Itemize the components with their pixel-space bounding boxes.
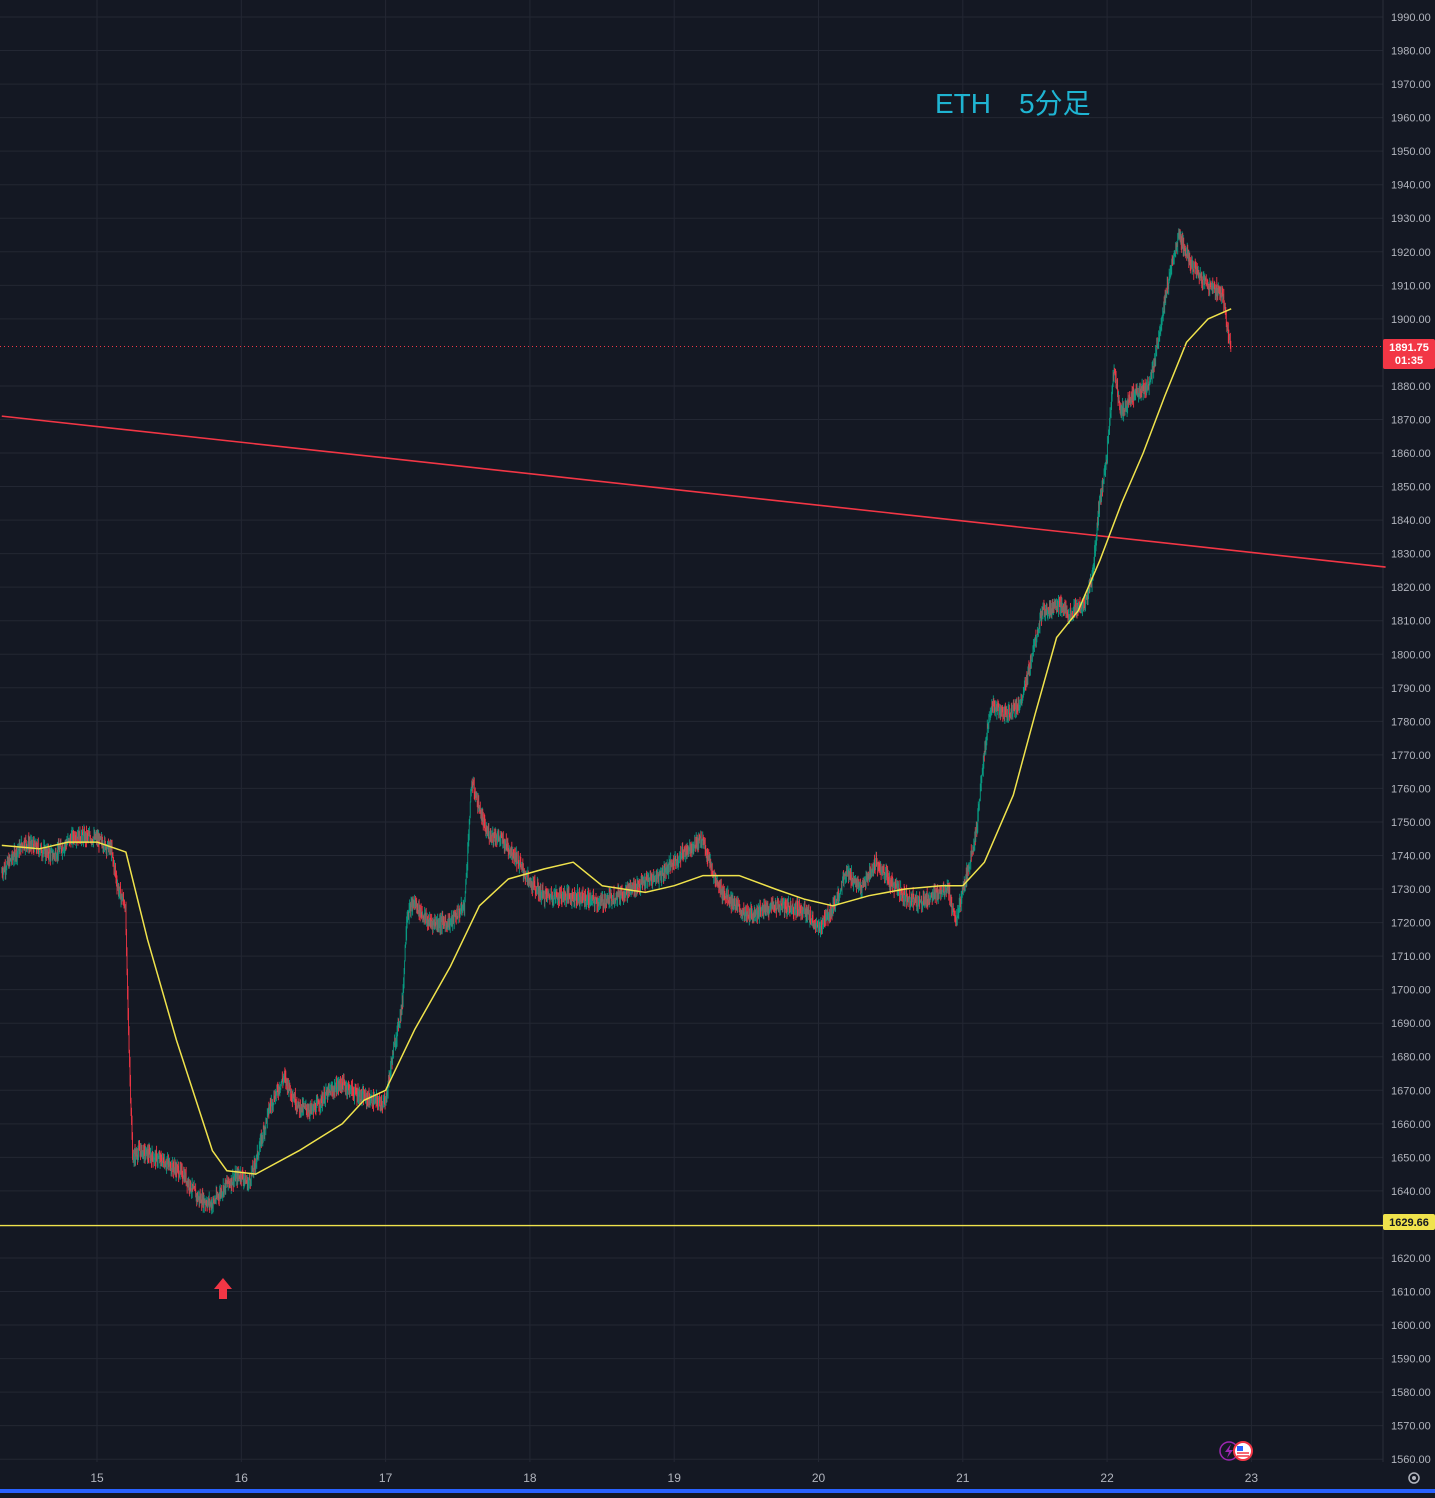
candles <box>1 228 1232 1215</box>
y-tick-label: 1670.00 <box>1391 1085 1431 1097</box>
y-tick-label: 1790.00 <box>1391 683 1431 695</box>
y-tick-label: 1600.00 <box>1391 1320 1431 1332</box>
support-price-badge-bg <box>1383 1214 1435 1230</box>
x-tick-label: 20 <box>812 1471 826 1485</box>
y-tick-label: 1910.00 <box>1391 280 1431 292</box>
trendline-layer <box>1 415 1386 568</box>
arrow-up-icon <box>214 1278 232 1299</box>
y-tick-label: 1640.00 <box>1391 1186 1431 1198</box>
y-tick-label: 1590.00 <box>1391 1354 1431 1366</box>
x-tick-label: 19 <box>668 1471 682 1485</box>
time-axis[interactable]: 15 16 17 18 19 20 21 22 23 <box>90 1471 1258 1485</box>
us-flag-icon[interactable] <box>1233 1441 1253 1461</box>
y-tick-label: 1870.00 <box>1391 414 1431 426</box>
x-tick-label: 18 <box>523 1471 537 1485</box>
y-tick-label: 1710.00 <box>1391 951 1431 963</box>
bottom-accent-bar <box>0 1489 1435 1493</box>
y-tick-label: 1810.00 <box>1391 616 1431 628</box>
grid-lines <box>0 0 1384 1462</box>
y-tick-label: 1760.00 <box>1391 783 1431 795</box>
y-tick-label: 1850.00 <box>1391 482 1431 494</box>
moving-average-line[interactable] <box>1 308 1232 1175</box>
support-price-badge: 1629.66 <box>1383 1214 1435 1230</box>
x-tick-label: 15 <box>90 1471 104 1485</box>
y-tick-label: 1730.00 <box>1391 884 1431 896</box>
y-tick-label: 1940.00 <box>1391 180 1431 192</box>
price-axis[interactable]: 1990.00 1980.00 1970.00 1960.00 1950.00 1940.… <box>1391 12 1431 1466</box>
settings-gear-icon[interactable] <box>1408 1472 1420 1484</box>
y-tick-label: 1960.00 <box>1391 113 1431 125</box>
support-price-label: 1629.66 <box>1389 1217 1429 1229</box>
y-tick-label: 1830.00 <box>1391 549 1431 561</box>
y-tick-label: 1570.00 <box>1391 1421 1431 1433</box>
y-tick-label: 1620.00 <box>1391 1253 1431 1265</box>
y-tick-label: 1980.00 <box>1391 46 1431 58</box>
y-tick-label: 1780.00 <box>1391 716 1431 728</box>
y-tick-label: 1900.00 <box>1391 314 1431 326</box>
candle-countdown: 01:35 <box>1395 355 1423 367</box>
x-tick-label: 23 <box>1245 1471 1259 1485</box>
y-tick-label: 1720.00 <box>1391 918 1431 930</box>
y-tick-label: 1650.00 <box>1391 1152 1431 1164</box>
moving-average-layer <box>1 308 1232 1175</box>
y-tick-label: 1610.00 <box>1391 1287 1431 1299</box>
overlay-layer <box>0 346 1383 1227</box>
y-tick-label: 1880.00 <box>1391 381 1431 393</box>
current-price-badge-bg <box>1383 339 1435 369</box>
y-tick-label: 1970.00 <box>1391 79 1431 91</box>
chart-title: ETH 5分足 <box>935 88 1091 119</box>
y-tick-label: 1680.00 <box>1391 1052 1431 1064</box>
y-tick-label: 1950.00 <box>1391 146 1431 158</box>
y-tick-label: 1990.00 <box>1391 12 1431 24</box>
y-tick-label: 1700.00 <box>1391 985 1431 997</box>
y-tick-label: 1800.00 <box>1391 649 1431 661</box>
x-tick-label: 16 <box>235 1471 249 1485</box>
y-tick-label: 1690.00 <box>1391 1018 1431 1030</box>
y-tick-label: 1920.00 <box>1391 247 1431 259</box>
y-tick-label: 1930.00 <box>1391 213 1431 225</box>
y-tick-label: 1660.00 <box>1391 1119 1431 1131</box>
x-tick-label: 17 <box>379 1471 393 1485</box>
current-price-label: 1891.75 <box>1389 342 1429 354</box>
y-tick-label: 1560.00 <box>1391 1454 1431 1466</box>
x-tick-label: 22 <box>1100 1471 1114 1485</box>
y-tick-label: 1580.00 <box>1391 1387 1431 1399</box>
y-tick-label: 1770.00 <box>1391 750 1431 762</box>
y-tick-label: 1750.00 <box>1391 817 1431 829</box>
y-tick-label: 1860.00 <box>1391 448 1431 460</box>
y-tick-label: 1840.00 <box>1391 515 1431 527</box>
resistance-trendline[interactable] <box>1 415 1386 568</box>
y-tick-label: 1820.00 <box>1391 582 1431 594</box>
y-tick-label: 1740.00 <box>1391 851 1431 863</box>
current-price-badge: 1891.75 01:35 <box>1383 339 1435 369</box>
x-tick-label: 21 <box>956 1471 970 1485</box>
